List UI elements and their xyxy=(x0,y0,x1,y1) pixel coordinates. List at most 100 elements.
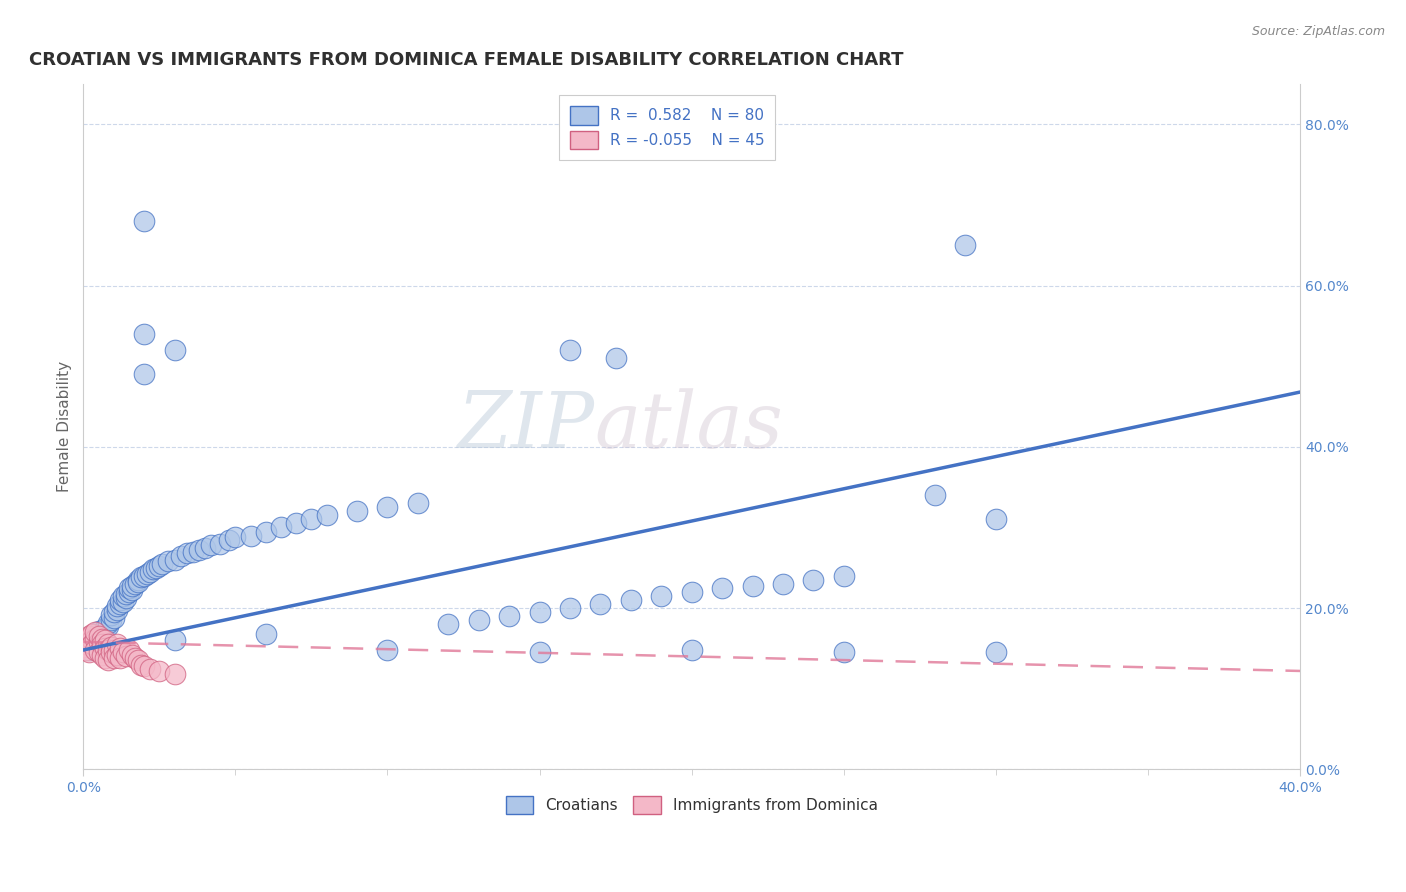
Point xyxy=(127,575,149,590)
Point xyxy=(589,597,612,611)
Point xyxy=(121,648,143,662)
Point xyxy=(163,633,186,648)
Point xyxy=(90,648,112,662)
Point xyxy=(111,645,134,659)
Point xyxy=(90,637,112,651)
Point xyxy=(100,645,122,659)
Point xyxy=(437,617,460,632)
Point xyxy=(181,544,204,558)
Legend: Croatians, Immigrants from Dominica: Croatians, Immigrants from Dominica xyxy=(496,787,887,823)
Point xyxy=(87,635,110,649)
Point xyxy=(346,504,368,518)
Point xyxy=(79,629,101,643)
Point xyxy=(103,643,125,657)
Point xyxy=(529,605,551,619)
Point xyxy=(100,607,122,622)
Point xyxy=(224,530,246,544)
Point xyxy=(254,524,277,539)
Point xyxy=(285,516,308,531)
Point xyxy=(105,603,128,617)
Point xyxy=(124,577,146,591)
Point xyxy=(145,561,167,575)
Point xyxy=(79,645,101,659)
Point xyxy=(270,520,292,534)
Point xyxy=(605,351,627,366)
Point xyxy=(93,621,115,635)
Point xyxy=(108,641,131,656)
Point xyxy=(134,659,156,673)
Point xyxy=(529,645,551,659)
Point xyxy=(118,643,141,657)
Point xyxy=(558,343,581,358)
Point xyxy=(75,643,97,657)
Point xyxy=(115,649,138,664)
Point xyxy=(100,640,122,654)
Point xyxy=(139,565,162,579)
Point xyxy=(72,635,94,649)
Point xyxy=(103,651,125,665)
Point xyxy=(115,591,138,606)
Point xyxy=(84,633,107,648)
Point xyxy=(148,664,170,678)
Point xyxy=(82,633,104,648)
Text: Source: ZipAtlas.com: Source: ZipAtlas.com xyxy=(1251,25,1385,38)
Point xyxy=(209,536,232,550)
Point xyxy=(200,538,222,552)
Point xyxy=(134,214,156,228)
Point xyxy=(620,593,643,607)
Point xyxy=(115,586,138,600)
Point xyxy=(134,368,156,382)
Point xyxy=(136,567,159,582)
Point xyxy=(90,632,112,646)
Point xyxy=(121,578,143,592)
Point xyxy=(90,627,112,641)
Point xyxy=(108,597,131,611)
Point xyxy=(87,645,110,659)
Point xyxy=(169,549,191,563)
Point xyxy=(97,653,120,667)
Point xyxy=(84,625,107,640)
Point xyxy=(79,643,101,657)
Point xyxy=(681,643,703,657)
Point xyxy=(82,637,104,651)
Point xyxy=(377,643,399,657)
Point xyxy=(75,632,97,646)
Point xyxy=(176,546,198,560)
Point xyxy=(82,637,104,651)
Point xyxy=(558,601,581,615)
Point xyxy=(134,326,156,341)
Point xyxy=(984,645,1007,659)
Point xyxy=(105,599,128,614)
Point xyxy=(315,508,337,523)
Point xyxy=(105,637,128,651)
Point xyxy=(79,635,101,649)
Point xyxy=(650,589,672,603)
Point xyxy=(129,570,152,584)
Point xyxy=(103,611,125,625)
Point xyxy=(97,615,120,630)
Point xyxy=(187,543,209,558)
Point xyxy=(105,648,128,662)
Point xyxy=(218,533,240,547)
Point xyxy=(87,629,110,643)
Point xyxy=(955,238,977,252)
Point xyxy=(157,554,180,568)
Point xyxy=(93,651,115,665)
Point xyxy=(801,573,824,587)
Point xyxy=(142,562,165,576)
Point xyxy=(134,569,156,583)
Point xyxy=(254,627,277,641)
Point xyxy=(163,667,186,681)
Text: ZIP: ZIP xyxy=(457,389,595,465)
Point xyxy=(118,581,141,595)
Y-axis label: Female Disability: Female Disability xyxy=(58,361,72,492)
Point xyxy=(150,557,173,571)
Point xyxy=(100,613,122,627)
Point xyxy=(832,569,855,583)
Text: CROATIAN VS IMMIGRANTS FROM DOMINICA FEMALE DISABILITY CORRELATION CHART: CROATIAN VS IMMIGRANTS FROM DOMINICA FEM… xyxy=(28,51,903,69)
Point xyxy=(118,585,141,599)
Point xyxy=(741,578,763,592)
Point xyxy=(984,512,1007,526)
Point xyxy=(75,637,97,651)
Point xyxy=(111,594,134,608)
